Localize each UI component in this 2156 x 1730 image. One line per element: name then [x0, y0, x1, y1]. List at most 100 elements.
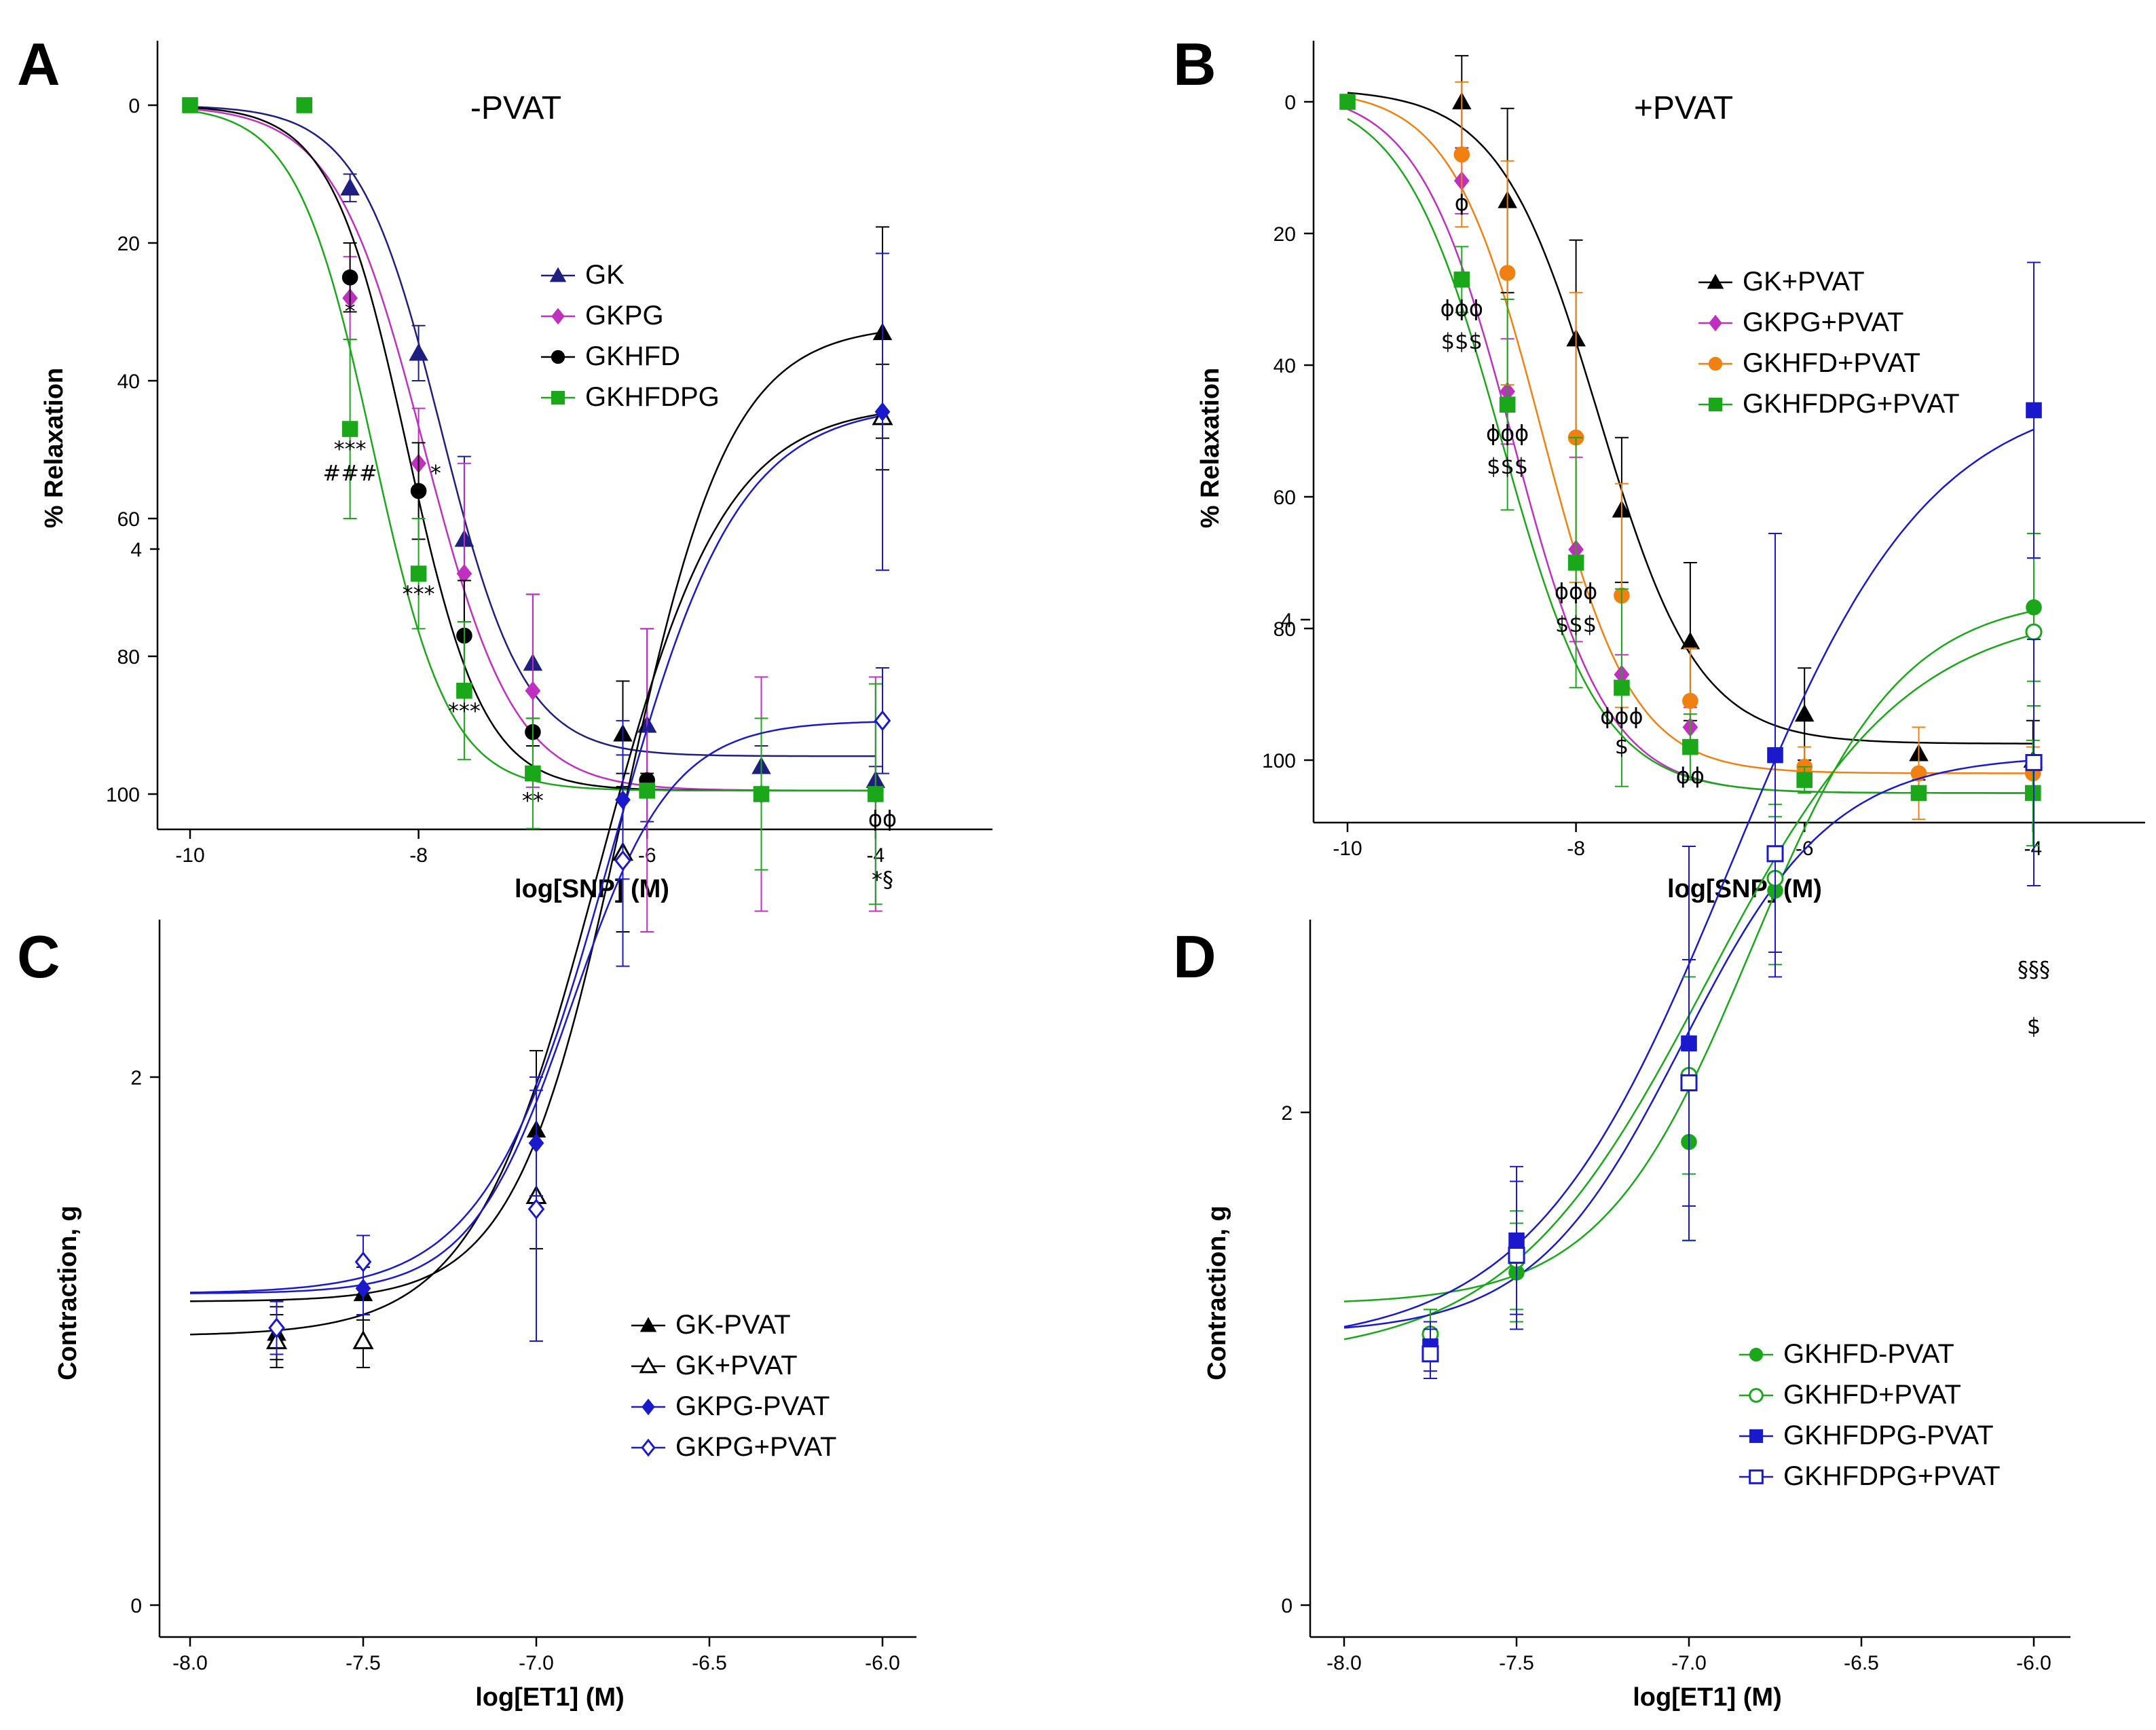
data-point — [1453, 146, 1470, 163]
y-tick-label: 100 — [1262, 750, 1296, 772]
significance-annotation: *** — [334, 436, 367, 462]
y-tick-label: 40 — [117, 371, 140, 393]
y-tick-label: 0 — [1284, 92, 1296, 114]
legend-marker — [1749, 1388, 1764, 1403]
y-tick-label: 80 — [1274, 618, 1296, 641]
data-point — [410, 565, 427, 582]
significance-annotation: ϕϕϕ — [1486, 421, 1529, 447]
data-point — [1682, 692, 1698, 709]
x-axis-title: log[SNP] (M) — [1667, 875, 1822, 903]
panel-label: C — [17, 923, 60, 990]
significance-annotation: $ — [1615, 733, 1629, 759]
legend-label: GK+PVAT — [675, 1351, 798, 1380]
legend-label: GKPG+PVAT — [1743, 307, 1903, 337]
panel-label: D — [1173, 923, 1216, 990]
x-tick-label: -7.5 — [346, 1652, 381, 1674]
significance-annotation: ϕϕϕ — [1555, 578, 1597, 604]
x-tick-label: -8 — [409, 844, 428, 867]
significance-annotation: $ — [2027, 1013, 2041, 1039]
legend-label: GK+PVAT — [1743, 267, 1865, 297]
data-point — [410, 483, 427, 500]
significance-annotation: ϕϕϕ — [1600, 704, 1643, 730]
x-tick-label: -6.5 — [1844, 1652, 1879, 1674]
data-point — [409, 343, 428, 361]
data-point — [1680, 631, 1700, 650]
legend-marker — [1709, 314, 1722, 332]
y-tick-label: 2 — [130, 1067, 142, 1089]
legend-label: GKPG — [585, 301, 664, 331]
legend-marker — [549, 267, 567, 282]
data-point — [614, 850, 631, 871]
data-point — [527, 1199, 545, 1220]
panel-note: +PVAT — [1634, 90, 1733, 126]
significance-annotation: * — [345, 299, 356, 324]
panel-note: -PVAT — [470, 90, 561, 126]
significance-annotation: ϕϕ — [868, 806, 897, 831]
data-point — [456, 563, 472, 584]
significance-annotation: *** — [403, 581, 435, 607]
legend-label: GKHFD — [585, 341, 680, 371]
data-point — [341, 421, 358, 437]
y-tick-label: 20 — [1274, 223, 1296, 246]
data-point — [1567, 554, 1584, 571]
y-tick-label: 4 — [1281, 609, 1293, 632]
legend-label: GKHFDPG-PVAT — [1783, 1421, 1994, 1450]
legend-marker — [1708, 397, 1723, 412]
legend-label: GKHFDPG — [585, 382, 720, 412]
y-tick-label: 80 — [117, 646, 140, 669]
significance-annotation: $$$ — [1441, 328, 1483, 354]
data-point — [1682, 738, 1698, 755]
data-point — [1794, 704, 1815, 722]
data-point — [296, 97, 313, 113]
y-tick-label: 40 — [1274, 355, 1296, 377]
significance-annotation: *§ — [872, 867, 893, 892]
data-point — [268, 1317, 285, 1338]
legend-label: GKHFD+PVAT — [1783, 1380, 1961, 1410]
legend-marker — [551, 390, 565, 405]
significance-annotation: $$$ — [1487, 453, 1528, 479]
y-tick-label: 60 — [117, 508, 140, 531]
x-tick-label: -10 — [175, 844, 204, 867]
data-point — [1680, 1074, 1698, 1091]
legend-label: GK — [585, 260, 625, 290]
data-point — [352, 1330, 374, 1349]
y-axis-title: Contraction, g — [54, 1205, 82, 1380]
data-point — [2025, 753, 2043, 772]
data-point — [1339, 94, 1356, 110]
y-tick-label: 60 — [1274, 487, 1296, 509]
significance-annotation: ϕϕ — [1676, 763, 1705, 789]
data-point — [354, 1251, 372, 1273]
significance-annotation: ϕ — [1455, 190, 1469, 216]
data-point — [2025, 623, 2043, 641]
legend-marker — [551, 350, 565, 364]
significance-annotation: ϕϕϕ — [1441, 295, 1483, 321]
x-tick-label: -7.0 — [1671, 1652, 1707, 1674]
y-tick-label: 0 — [128, 95, 140, 117]
y-tick-label: 100 — [106, 784, 140, 806]
data-point — [341, 269, 358, 286]
significance-annotation: *** — [448, 698, 481, 723]
x-tick-label: -10 — [1333, 838, 1362, 860]
panel-d: D -8.0 -7.5 -7.0 -6.5 -6.0 0 2 4 log[ET1] (M) Cont… — [1173, 261, 2070, 1712]
legend-marker — [1749, 1347, 1764, 1362]
data-point — [1766, 845, 1784, 863]
significance-annotation: ** — [522, 787, 544, 813]
legend-label: GK-PVAT — [675, 1310, 791, 1340]
panel-label: A — [17, 31, 60, 98]
data-point — [639, 783, 656, 799]
y-tick-label: 0 — [1281, 1595, 1293, 1617]
legend-marker — [1749, 1429, 1764, 1444]
legend-marker — [1707, 274, 1724, 289]
legend-marker — [1749, 1469, 1764, 1484]
legend-label: GKPG+PVAT — [675, 1432, 836, 1462]
data-point — [1910, 785, 1927, 802]
x-tick-label: -6.0 — [865, 1652, 900, 1674]
data-point — [525, 765, 541, 782]
x-tick-label: -7.0 — [519, 1652, 554, 1674]
y-tick-label: 20 — [117, 233, 140, 255]
data-point — [182, 97, 198, 113]
data-point — [874, 710, 891, 732]
